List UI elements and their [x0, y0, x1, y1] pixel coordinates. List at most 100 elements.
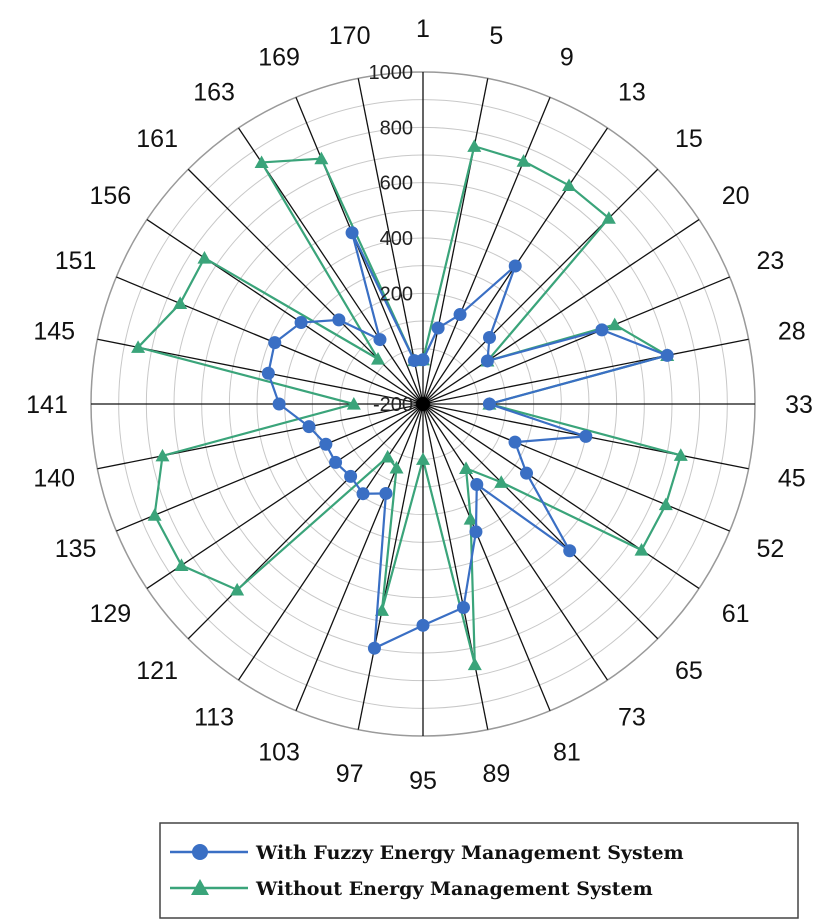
legend: With Fuzzy Energy Management System Witho… [159, 822, 799, 919]
legend-marker [191, 879, 209, 895]
spoke-line [422, 78, 489, 405]
legend-marker [192, 844, 208, 860]
data-point [463, 512, 478, 525]
data-point [173, 296, 188, 310]
category-label: 13 [618, 78, 646, 106]
category-label: 95 [409, 767, 437, 795]
data-point [302, 420, 316, 434]
category-label: 151 [55, 247, 97, 275]
category-label: 9 [560, 44, 574, 72]
r-tick-label: 1000 [369, 62, 414, 84]
data-point [579, 429, 593, 443]
data-point [174, 558, 189, 571]
category-label: 141 [26, 391, 68, 419]
category-label: 81 [553, 738, 581, 766]
data-point [332, 313, 346, 327]
data-point [254, 155, 269, 169]
category-label: 28 [778, 318, 806, 346]
data-point [371, 352, 386, 365]
data-point [673, 448, 688, 461]
category-label: 129 [90, 600, 132, 628]
spoke-line [422, 338, 749, 405]
category-label: 121 [136, 657, 178, 685]
spoke-line [187, 168, 424, 405]
data-point [294, 316, 308, 330]
spoke-line [116, 403, 424, 532]
category-label: 140 [33, 464, 75, 492]
spoke-line [146, 403, 424, 589]
spoke-line [422, 168, 659, 405]
category-label: 169 [258, 44, 300, 72]
data-point [345, 226, 359, 240]
data-point [453, 308, 467, 322]
data-point [482, 397, 496, 411]
category-label: 15 [675, 125, 703, 153]
category-label: 145 [33, 318, 75, 346]
center-hub [416, 397, 430, 411]
data-point [346, 397, 361, 410]
data-point [508, 259, 522, 273]
data-point [456, 601, 470, 615]
data-point [389, 460, 404, 474]
data-point [601, 211, 616, 224]
category-label: 97 [336, 760, 364, 788]
data-point [595, 323, 609, 337]
category-label: 163 [193, 78, 235, 106]
category-label: 135 [55, 535, 97, 563]
legend-entry: Without Energy Management System [170, 878, 653, 900]
spoke-line [146, 219, 424, 405]
data-point [147, 508, 162, 521]
data-point [407, 354, 421, 368]
category-label: 20 [722, 182, 750, 210]
data-point [562, 178, 577, 192]
category-label: 5 [489, 22, 503, 50]
data-point [261, 366, 275, 380]
category-label: 61 [722, 600, 750, 628]
spoke-line [357, 403, 424, 730]
legend-label: Without Energy Management System [255, 878, 653, 900]
category-labels: 1 591315202328334552616573818995971031131… [26, 15, 813, 795]
legend-frame [159, 822, 799, 919]
r-tick-label: 600 [380, 173, 413, 195]
category-label: 113 [194, 704, 234, 732]
data-point [483, 330, 497, 344]
data-point [379, 486, 393, 500]
legend-entry: With Fuzzy Energy Management System [170, 842, 684, 864]
data-point [467, 657, 482, 671]
r-tick-label: -200 [373, 394, 413, 416]
data-point [131, 340, 146, 353]
spoke-line [422, 276, 730, 405]
data-point [344, 469, 358, 483]
category-label: 156 [90, 182, 132, 210]
data-point [469, 525, 483, 539]
spoke-line [357, 78, 424, 405]
spoke-line [422, 403, 489, 730]
spoke-line [422, 219, 700, 405]
radial-tick-labels: -200 200 400 600 800 1000 [369, 62, 414, 416]
spoke-line [422, 403, 730, 532]
spoke-line [238, 403, 424, 681]
spoke-line [295, 97, 424, 405]
spoke-line [422, 403, 551, 711]
spoke-line [422, 403, 700, 589]
data-point [607, 317, 622, 331]
data-point [459, 461, 474, 475]
category-label: 161 [136, 125, 178, 153]
data-point [329, 455, 343, 469]
category-label: 1 [416, 15, 430, 43]
spoke-line [97, 403, 424, 470]
spoke-line [422, 403, 659, 640]
category-label: 65 [675, 657, 703, 685]
spoke-line [422, 403, 608, 681]
data-point [634, 543, 649, 556]
data-point [319, 437, 333, 451]
category-label: 23 [756, 247, 784, 275]
data-point [480, 354, 494, 368]
category-label: 170 [329, 22, 371, 50]
category-label: 45 [778, 464, 806, 492]
category-label: 73 [618, 704, 646, 732]
spoke-line [295, 403, 424, 711]
category-label: 33 [785, 391, 813, 419]
data-point [380, 449, 395, 463]
